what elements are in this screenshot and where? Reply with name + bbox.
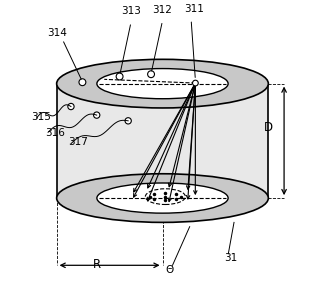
Text: 314: 314 [47, 28, 67, 38]
Circle shape [68, 103, 74, 110]
Text: 312: 312 [152, 5, 173, 15]
Circle shape [116, 73, 123, 80]
Ellipse shape [57, 59, 268, 108]
Text: D: D [264, 121, 273, 134]
Text: 313: 313 [121, 6, 141, 16]
Text: Θ: Θ [165, 265, 174, 275]
Text: 31: 31 [225, 253, 238, 263]
Text: 311: 311 [184, 3, 204, 14]
Polygon shape [57, 84, 268, 198]
Ellipse shape [57, 174, 268, 222]
Text: 315: 315 [31, 111, 51, 122]
Circle shape [192, 80, 198, 86]
Text: 317: 317 [68, 137, 88, 147]
Circle shape [125, 118, 131, 124]
Text: R: R [93, 258, 101, 271]
Circle shape [94, 112, 100, 118]
Text: 316: 316 [45, 128, 65, 138]
Ellipse shape [97, 183, 228, 213]
Circle shape [79, 79, 86, 86]
Circle shape [148, 71, 154, 78]
Ellipse shape [97, 69, 228, 99]
